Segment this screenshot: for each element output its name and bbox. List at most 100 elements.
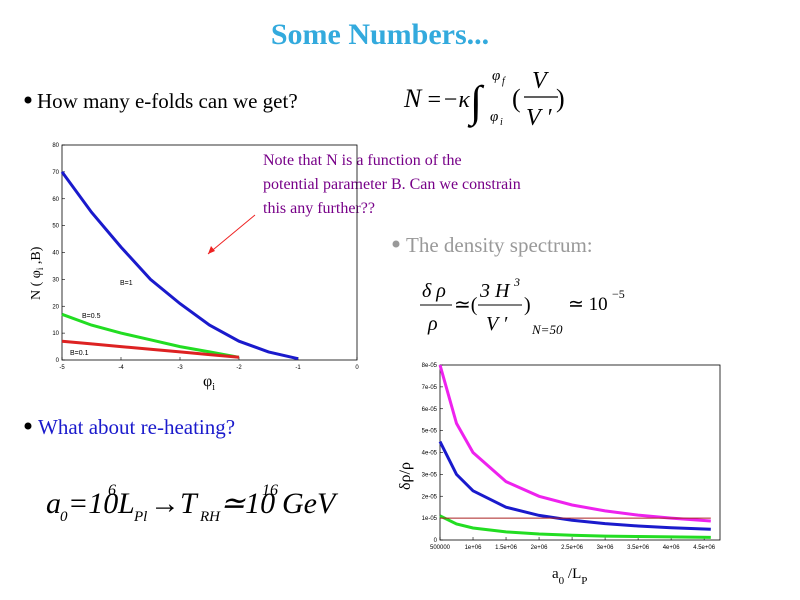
y-tick-label: 40 xyxy=(52,251,59,257)
x-axis-label: φi xyxy=(203,373,215,393)
eq-part: RH xyxy=(199,509,221,525)
series-line xyxy=(439,514,711,539)
equation: δ ρ ρ ≃( 3 H 3 V ′ ) N=50 ≃ 10 −5 xyxy=(420,275,625,337)
y-tick-label: 1e-05 xyxy=(422,516,438,522)
y-tick-label: 0 xyxy=(56,358,60,364)
y-axis-label: δρ/ρ xyxy=(397,462,414,490)
series-line xyxy=(438,440,711,531)
bullet xyxy=(24,422,32,430)
series-line xyxy=(61,312,240,359)
arrow xyxy=(207,214,256,255)
eq-part: ( xyxy=(512,84,521,113)
y-tick-label: 5e-05 xyxy=(422,429,438,435)
y-tick-label: 80 xyxy=(52,143,59,149)
eq-part: −5 xyxy=(612,287,625,301)
series-label: B=0.5 xyxy=(82,313,101,320)
arrow-head xyxy=(208,246,215,254)
equation: N =−κ ∫ φ f φ i ( V V ′ ) xyxy=(403,68,565,131)
y-tick-label: 4e-05 xyxy=(422,451,438,457)
eq-part: =10 xyxy=(68,487,118,520)
eq-part: ) xyxy=(524,294,531,316)
x-tick-label: -5 xyxy=(59,365,65,371)
y-tick-label: 8e-05 xyxy=(422,363,438,369)
x-axis-label-part: P xyxy=(581,575,587,587)
x-axis-label-part: /L xyxy=(564,566,581,582)
eq-part: ρ xyxy=(427,313,438,335)
slide-title: Some Numbers... xyxy=(271,18,489,51)
series-line xyxy=(60,171,299,361)
eq-part: 16 xyxy=(262,482,278,499)
bullet-text: How many e-folds can we get? xyxy=(37,89,298,113)
y-axis-label-part: ,B) xyxy=(29,246,44,267)
eq-part: V ′ xyxy=(526,105,552,131)
y-axis-label: N ( φi ,B) xyxy=(29,246,45,300)
eq-part: ) xyxy=(556,84,565,113)
eq-part: 6 xyxy=(108,482,116,499)
y-tick-label: 0 xyxy=(434,538,438,544)
x-tick-label: 2.5e+06 xyxy=(561,545,584,551)
x-tick-label: 1e+06 xyxy=(465,545,483,551)
x-axis-label-part: a xyxy=(552,566,559,582)
series-line xyxy=(438,364,711,523)
y-tick-label: 6e-05 xyxy=(422,407,438,413)
eq-part: ≃ 10 xyxy=(568,294,608,315)
eq-part: V ′ xyxy=(486,313,508,335)
y-axis-label-part: N ( φ xyxy=(29,270,44,300)
eq-part: ∫ xyxy=(467,77,485,128)
y-axis-label-part: i xyxy=(35,267,45,270)
charts: -5 -4 -3 -2 -1 001020304050607080B=1B=0.5B=0.… xyxy=(29,143,721,587)
eq-part: 0 xyxy=(60,509,68,525)
eq-part: ≃10 xyxy=(220,487,275,520)
plot-frame xyxy=(439,364,721,541)
bullet xyxy=(392,240,400,248)
x-tick-label: 0 xyxy=(355,365,359,371)
x-tick-label: 3.5e+06 xyxy=(627,545,650,551)
x-axis-label-part: φ xyxy=(203,373,212,390)
note: this any further?? xyxy=(263,200,375,217)
x-tick-label: -2 xyxy=(236,365,242,371)
eq-part: 3 H xyxy=(479,280,511,302)
eq-part: i xyxy=(500,117,503,128)
eq-part: N=50 xyxy=(531,322,563,337)
y-tick-label: 50 xyxy=(52,224,59,230)
series-line xyxy=(61,339,240,359)
eq-part: φ xyxy=(490,109,498,125)
series-label: B=1 xyxy=(120,280,133,287)
x-tick-label: 500000 xyxy=(430,545,451,551)
x-tick-label: 1.5e+06 xyxy=(495,545,518,551)
eq-part: a xyxy=(46,487,61,520)
bullet-text: What about re-heating? xyxy=(38,415,235,439)
eq-part: →T xyxy=(150,487,199,520)
x-axis-label: a0 /LP xyxy=(552,566,587,587)
y-tick-label: 60 xyxy=(52,197,59,203)
note: Note that N is a function of the xyxy=(263,152,462,169)
x-tick-label: 4.5e+06 xyxy=(693,545,716,551)
eq-part: =−κ xyxy=(426,87,470,113)
eq-part: 3 xyxy=(513,275,520,289)
bullet-text: The density spectrum: xyxy=(406,233,593,257)
x-tick-label: 2e+06 xyxy=(531,545,549,551)
series-label: B=0.1 xyxy=(70,350,89,357)
eq-part: L xyxy=(117,487,135,520)
x-axis-label-part: 0 xyxy=(559,575,565,587)
equation: a 0 =10 6 L Pl →T RH ≃10 16 GeV xyxy=(46,482,339,525)
note: potential parameter B. Can we constrain xyxy=(263,176,521,193)
y-tick-label: 7e-05 xyxy=(422,385,438,391)
x-tick-label: -3 xyxy=(177,365,183,371)
eq-part: φ xyxy=(492,68,500,84)
y-tick-label: 20 xyxy=(52,304,59,310)
eq-part: f xyxy=(502,76,506,87)
eq-part: GeV xyxy=(282,487,339,520)
eq-part: N xyxy=(403,84,423,113)
y-tick-label: 70 xyxy=(52,170,59,176)
x-axis-label-part: i xyxy=(212,382,215,393)
eq-part: ≃( xyxy=(454,294,478,316)
eq-part: Pl xyxy=(133,509,147,525)
x-tick-label: 3e+06 xyxy=(597,545,615,551)
y-tick-label: 3e-05 xyxy=(422,472,438,478)
x-tick-label: -4 xyxy=(118,365,124,371)
x-tick-label: -1 xyxy=(295,365,301,371)
eq-part: V xyxy=(532,68,549,94)
